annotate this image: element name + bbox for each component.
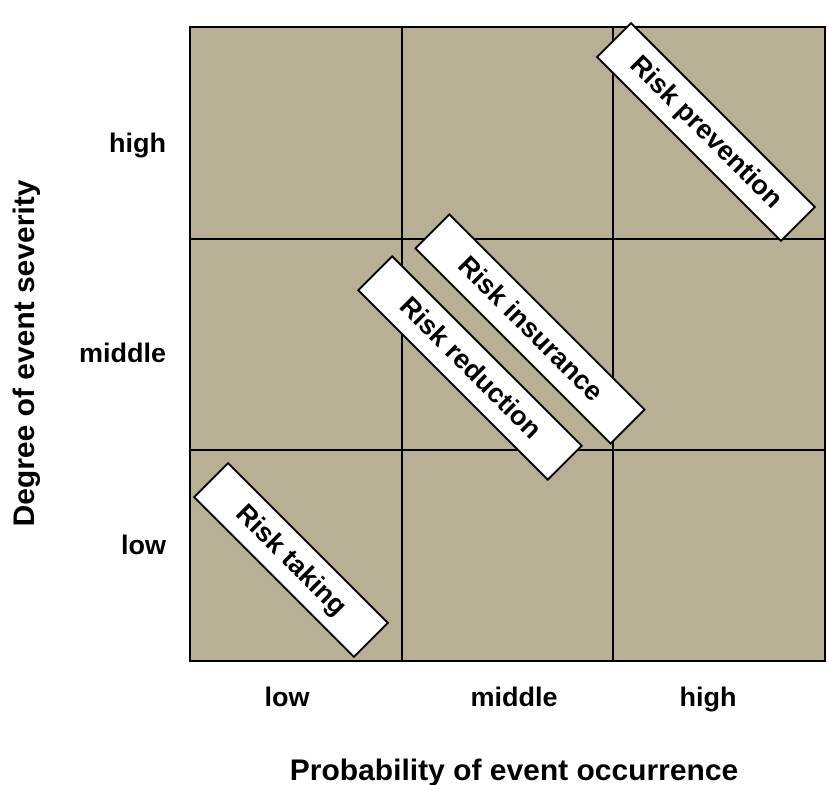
- matrix-grid: [189, 26, 826, 662]
- x-tick-middle: middle: [470, 682, 557, 712]
- y-tick-low: low: [121, 530, 167, 560]
- strategy-box: [414, 213, 646, 445]
- y-tick-middle: middle: [79, 338, 166, 368]
- y-tick-high: high: [109, 128, 166, 158]
- strategy-box: [356, 254, 584, 482]
- x-axis-ticks: low middle high: [265, 682, 737, 712]
- strategy-box: [192, 461, 390, 659]
- y-axis-ticks: high middle low: [79, 128, 167, 560]
- x-tick-high: high: [680, 682, 737, 712]
- x-tick-low: low: [265, 682, 311, 712]
- strategy-box: [595, 21, 817, 243]
- y-axis-title: Degree of event severity: [8, 179, 41, 526]
- matrix-border: [189, 26, 826, 662]
- x-axis-title: Probability of event occurrence: [290, 754, 738, 785]
